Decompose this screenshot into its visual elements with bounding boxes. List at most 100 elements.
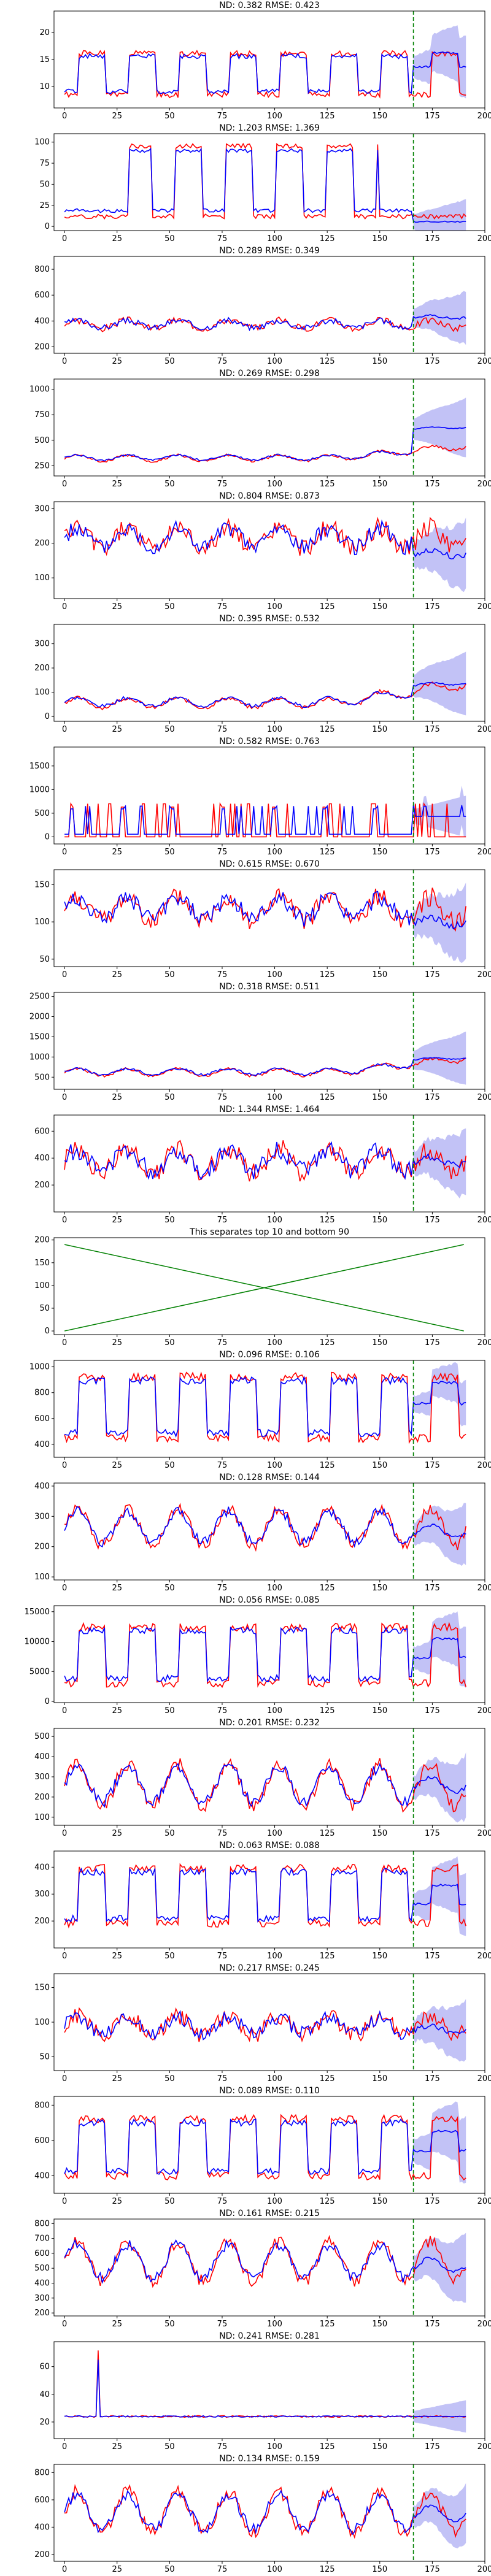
x-tick-label: 200 bbox=[477, 970, 491, 979]
plot-area bbox=[64, 1360, 466, 1457]
x-tick-label: 75 bbox=[217, 848, 228, 857]
forecast-series-line bbox=[64, 313, 466, 332]
plot-area bbox=[64, 624, 466, 721]
x-tick-label: 100 bbox=[267, 602, 282, 611]
x-tick-label: 150 bbox=[372, 1829, 387, 1838]
y-tick-label: 400 bbox=[34, 1440, 50, 1449]
y-tick-label: 400 bbox=[34, 2171, 50, 2180]
x-tick-label: 175 bbox=[425, 2442, 440, 2451]
x-tick-label: 175 bbox=[425, 2565, 440, 2574]
x-tick-label: 100 bbox=[267, 2565, 282, 2574]
y-tick-label: 50 bbox=[39, 180, 50, 189]
actual-series-line bbox=[64, 516, 466, 556]
forecast-series-line bbox=[64, 1762, 466, 1808]
y-tick-label: 400 bbox=[34, 2279, 50, 2288]
x-tick-label: 175 bbox=[425, 1216, 440, 1225]
x-tick-label: 75 bbox=[217, 357, 228, 366]
panel-title: ND: 0.318 RMSE: 0.511 bbox=[219, 982, 320, 992]
forecast-series-line bbox=[64, 1867, 466, 1923]
plot-area bbox=[64, 1728, 466, 1825]
chart-panel: ND: 0.089 RMSE: 0.110 0 25 50 75 100 125 150 175… bbox=[34, 2086, 491, 2206]
x-tick-label: 175 bbox=[425, 2197, 440, 2206]
x-tick-label: 0 bbox=[62, 1706, 67, 1715]
chart-panel: ND: 0.804 RMSE: 0.873 0 25 50 75 100 125 150 175… bbox=[34, 491, 491, 611]
x-tick-label: 50 bbox=[164, 1706, 175, 1715]
chart-panel: ND: 0.096 RMSE: 0.106 0 25 50 75 100 125 150 175… bbox=[29, 1350, 491, 1470]
chart-panel: ND: 1.203 RMSE: 1.369 0 25 50 75 100 125 150 175… bbox=[34, 123, 491, 243]
actual-series-line bbox=[64, 142, 466, 220]
x-tick-label: 0 bbox=[62, 234, 67, 243]
y-tick-label: 100 bbox=[34, 2018, 50, 2027]
forecast-interval-band bbox=[413, 199, 466, 231]
x-tick-label: 200 bbox=[477, 1829, 491, 1838]
plot-area bbox=[64, 1115, 466, 1212]
plot-area bbox=[64, 2219, 466, 2316]
x-tick-label: 200 bbox=[477, 1216, 491, 1225]
actual-series-line bbox=[64, 1057, 466, 1078]
axes-frame bbox=[53, 624, 485, 722]
x-tick-label: 125 bbox=[320, 1952, 335, 1961]
x-tick-label: 75 bbox=[217, 2197, 228, 2206]
y-tick-label: 2000 bbox=[29, 1013, 50, 1022]
chart-panel: ND: 0.269 RMSE: 0.298 0 25 50 75 100 125 150 175… bbox=[29, 369, 491, 489]
axes-frame bbox=[53, 2464, 485, 2562]
chart-panel: ND: 0.318 RMSE: 0.511 0 25 50 75 100 125 150 175… bbox=[29, 982, 491, 1102]
y-tick-label: 100 bbox=[34, 688, 50, 697]
axes-frame bbox=[53, 1237, 485, 1335]
x-tick-label: 200 bbox=[477, 2565, 491, 2574]
panel-title: ND: 0.134 RMSE: 0.159 bbox=[219, 2454, 320, 2464]
x-tick-label: 75 bbox=[217, 602, 228, 611]
panel-title: ND: 0.582 RMSE: 0.763 bbox=[219, 737, 320, 746]
plot-area bbox=[64, 2342, 466, 2439]
x-tick-label: 25 bbox=[112, 602, 122, 611]
panel-title: ND: 0.089 RMSE: 0.110 bbox=[219, 2086, 320, 2096]
y-tick-label: 1500 bbox=[29, 762, 50, 771]
x-tick-label: 0 bbox=[62, 1952, 67, 1961]
x-tick-label: 25 bbox=[112, 725, 122, 734]
x-tick-label: 0 bbox=[62, 602, 67, 611]
x-tick-label: 125 bbox=[320, 1461, 335, 1470]
y-tick-label: 500 bbox=[34, 1073, 50, 1082]
x-tick-label: 25 bbox=[112, 480, 122, 489]
y-tick-label: 400 bbox=[34, 1482, 50, 1491]
x-tick-label: 200 bbox=[477, 1952, 491, 1961]
axes-frame bbox=[53, 2096, 485, 2194]
plot-area bbox=[64, 992, 466, 1089]
x-tick-label: 25 bbox=[112, 2074, 122, 2083]
x-tick-label: 25 bbox=[112, 2565, 122, 2574]
y-tick-label: 25 bbox=[39, 201, 50, 210]
y-tick-label: 200 bbox=[34, 342, 50, 351]
forecast-interval-band bbox=[413, 882, 466, 964]
x-tick-label: 125 bbox=[320, 1706, 335, 1715]
y-tick-label: 300 bbox=[34, 504, 50, 513]
x-tick-label: 175 bbox=[425, 480, 440, 489]
y-tick-label: 400 bbox=[34, 1154, 50, 1163]
x-tick-label: 25 bbox=[112, 2197, 122, 2206]
x-tick-label: 200 bbox=[477, 2320, 491, 2329]
x-tick-label: 125 bbox=[320, 480, 335, 489]
x-tick-label: 0 bbox=[62, 2565, 67, 2574]
forecast-series-line bbox=[64, 2239, 466, 2284]
x-tick-label: 175 bbox=[425, 1584, 440, 1593]
x-tick-label: 150 bbox=[372, 1461, 387, 1470]
forecast-series-line bbox=[64, 51, 466, 94]
x-tick-label: 200 bbox=[477, 2442, 491, 2451]
x-tick-label: 125 bbox=[320, 112, 335, 121]
x-tick-label: 50 bbox=[164, 1461, 175, 1470]
x-tick-label: 0 bbox=[62, 970, 67, 979]
actual-series-line bbox=[64, 2114, 466, 2181]
x-tick-label: 50 bbox=[164, 1338, 175, 1347]
y-tick-label: 20 bbox=[39, 28, 50, 37]
y-tick-label: 800 bbox=[34, 2101, 50, 2110]
x-tick-label: 150 bbox=[372, 1952, 387, 1961]
x-tick-label: 0 bbox=[62, 1829, 67, 1838]
y-tick-label: 2500 bbox=[29, 992, 50, 1002]
x-tick-label: 50 bbox=[164, 2320, 175, 2329]
forecast-series-line bbox=[64, 891, 466, 930]
x-tick-label: 100 bbox=[267, 1952, 282, 1961]
y-tick-label: 150 bbox=[34, 1259, 50, 1268]
x-tick-label: 125 bbox=[320, 2565, 335, 2574]
x-tick-label: 200 bbox=[477, 1706, 491, 1715]
x-tick-label: 125 bbox=[320, 1093, 335, 1102]
x-tick-label: 150 bbox=[372, 1706, 387, 1715]
